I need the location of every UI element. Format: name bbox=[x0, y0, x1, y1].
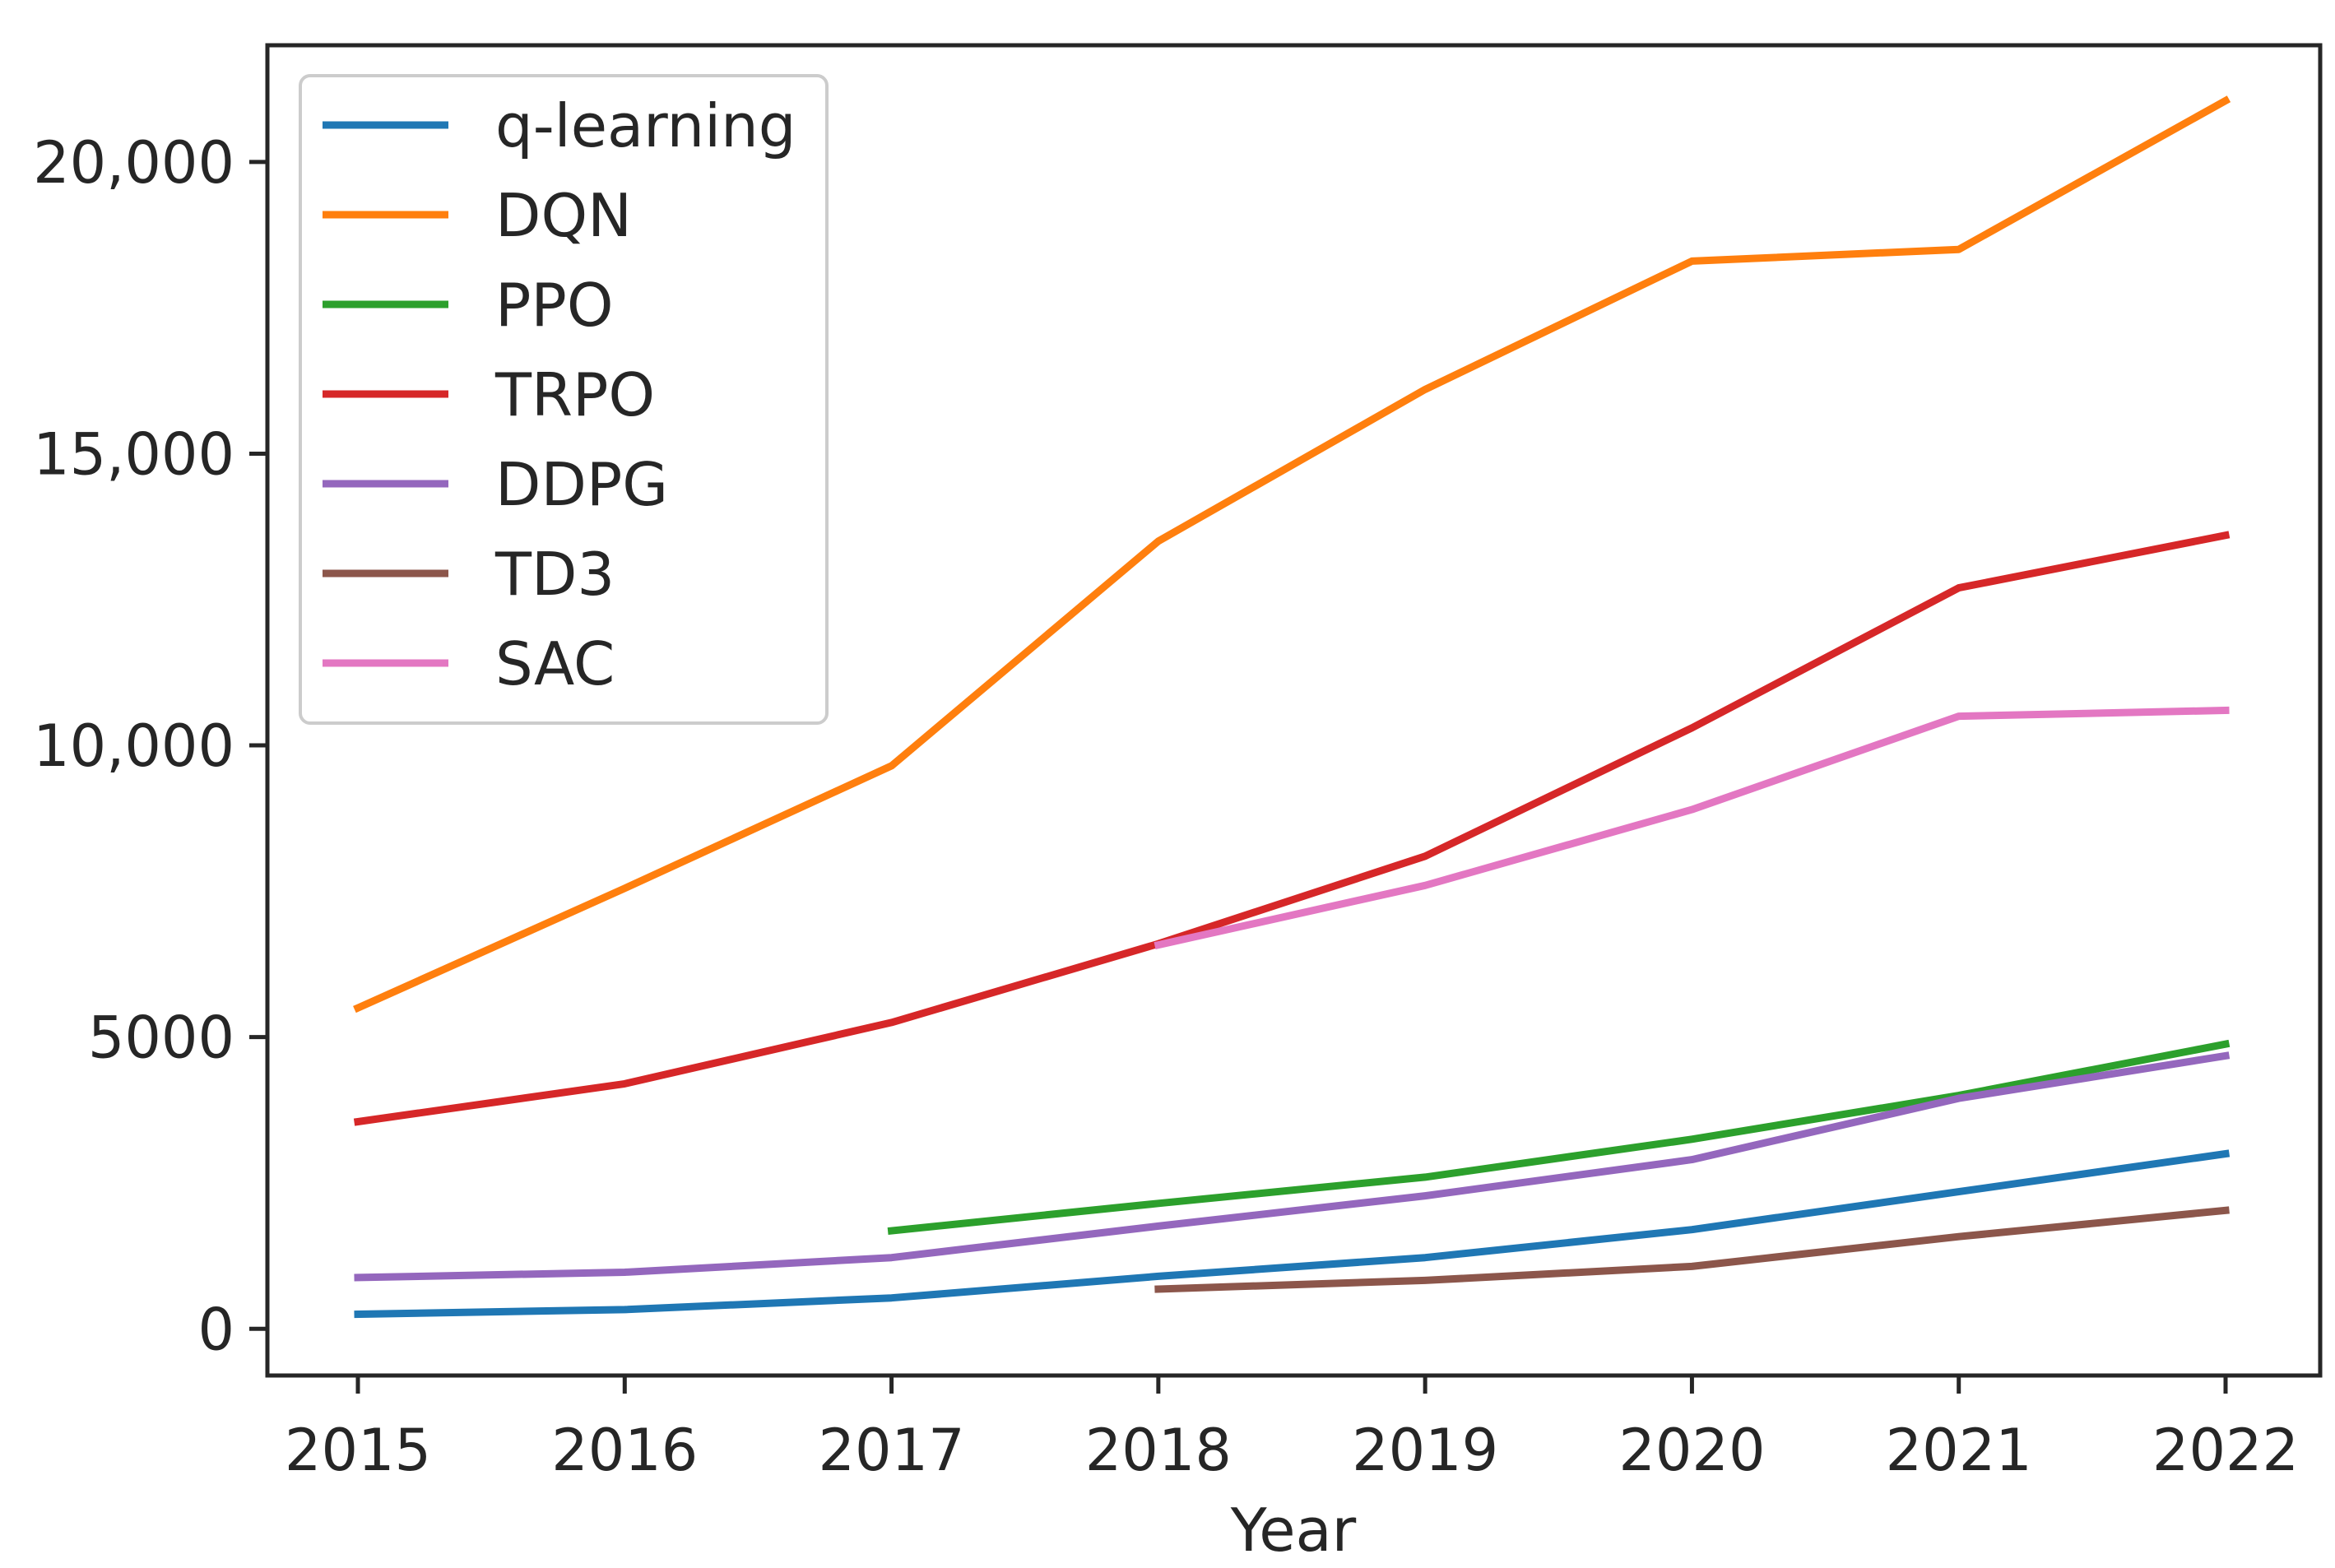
series-line-dqn bbox=[353, 95, 2231, 1014]
legend-label-q-learning: q-learning bbox=[495, 91, 796, 160]
legend-entries: q-learning DQN PPO TRPO DDPG TD3 SAC bbox=[323, 91, 796, 698]
y-tick-label: 5000 bbox=[88, 1004, 234, 1072]
series-line-q-learning bbox=[354, 1149, 2231, 1319]
legend-label-trpo: TRPO bbox=[494, 360, 655, 429]
x-tick-label: 2018 bbox=[1085, 1417, 1232, 1484]
legend-box bbox=[299, 74, 829, 725]
x-tick-label: 2019 bbox=[1352, 1417, 1498, 1484]
series-line-sac bbox=[1154, 706, 2230, 949]
series-line-ddpg bbox=[354, 1051, 2231, 1282]
x-tick-label: 2022 bbox=[2152, 1417, 2299, 1484]
series-line-ppo bbox=[887, 1039, 2231, 1236]
y-tick-label: 0 bbox=[197, 1296, 234, 1363]
legend-label-ppo: PPO bbox=[495, 271, 614, 340]
legend-label-ddpg: DDPG bbox=[495, 450, 668, 519]
x-tick-label: 2016 bbox=[551, 1417, 698, 1484]
y-axis: 0 5000 10,000 15,000 20,000 bbox=[33, 129, 267, 1363]
legend: q-learning DQN PPO TRPO DDPG TD3 SAC bbox=[299, 74, 829, 725]
legend-label-dqn: DQN bbox=[495, 181, 632, 250]
x-axis-title: Year bbox=[1230, 1496, 1357, 1565]
x-tick-label: 2020 bbox=[1618, 1417, 1765, 1484]
plot-frame bbox=[265, 43, 2323, 1378]
legend-label-sac: SAC bbox=[495, 629, 615, 698]
y-tick-label: 15,000 bbox=[33, 420, 234, 488]
legend-label-td3: TD3 bbox=[494, 540, 615, 609]
y-tick-label: 10,000 bbox=[33, 712, 234, 780]
x-tick-label: 2015 bbox=[285, 1417, 431, 1484]
series-layer bbox=[353, 95, 2231, 1319]
series-line-trpo bbox=[353, 531, 2231, 1126]
y-tick-label: 20,000 bbox=[33, 129, 234, 197]
x-tick-label: 2021 bbox=[1886, 1417, 2032, 1484]
x-axis: 2015 2016 2017 2018 2019 2020 2021 2022 bbox=[285, 1375, 2299, 1484]
x-tick-label: 2017 bbox=[818, 1417, 964, 1484]
series-line-td3 bbox=[1154, 1206, 2230, 1293]
